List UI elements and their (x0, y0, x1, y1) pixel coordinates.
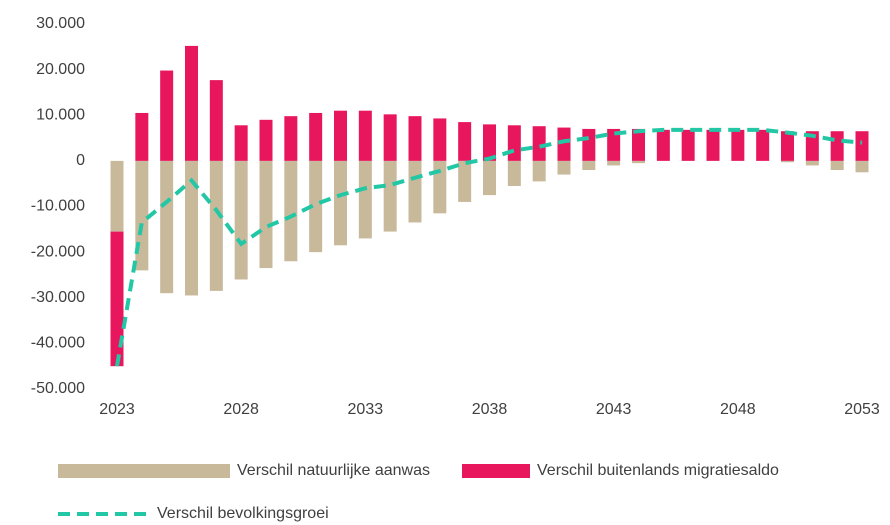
bar (607, 160, 621, 166)
bar (830, 160, 844, 170)
legend-swatch (58, 464, 230, 478)
bar (557, 127, 571, 161)
bar (483, 160, 496, 196)
y-tick-label: 30.000 (36, 15, 85, 32)
x-tick-label: 2033 (348, 401, 384, 418)
bar (383, 160, 397, 232)
y-tick-label: 0 (76, 152, 85, 169)
bar (408, 160, 422, 223)
bar (830, 131, 844, 161)
bar (532, 126, 546, 161)
bar (234, 125, 248, 161)
bar (284, 160, 298, 262)
bar (656, 129, 670, 161)
bar (855, 131, 869, 161)
bar (706, 129, 720, 161)
bar (135, 112, 149, 161)
bar (632, 128, 645, 161)
bar (234, 160, 248, 280)
bar (334, 110, 347, 161)
bar (160, 160, 174, 294)
bar (259, 160, 273, 269)
bar (334, 160, 347, 246)
legend-label: Verschil bevolkingsgroei (157, 505, 329, 522)
y-tick-label: -10.000 (31, 198, 85, 215)
bar (309, 160, 323, 253)
y-tick-label: -40.000 (31, 335, 85, 352)
x-tick-label: 2043 (596, 401, 632, 418)
bar (756, 129, 770, 161)
bar (458, 160, 472, 202)
bar (805, 131, 819, 161)
bar (607, 128, 621, 161)
bar (408, 116, 422, 161)
bar (185, 160, 198, 296)
bar (781, 160, 794, 163)
bar (557, 160, 571, 175)
x-tick-label: 2053 (844, 401, 880, 418)
bar (632, 160, 645, 164)
bar (458, 122, 472, 161)
bar (781, 131, 794, 161)
y-tick-label: -20.000 (31, 243, 85, 260)
legend-label: Verschil buitenlands migratiesaldo (537, 462, 779, 479)
bar (358, 160, 372, 239)
bar (433, 160, 447, 214)
bar (110, 160, 124, 232)
bar (358, 110, 372, 161)
bar (681, 129, 695, 161)
legend-label: Verschil natuurlijke aanwas (237, 462, 430, 479)
x-tick-label: 2028 (223, 401, 259, 418)
bar (532, 160, 546, 182)
bar (805, 160, 819, 166)
bar (731, 129, 745, 161)
bar (209, 80, 223, 161)
line (115, 127, 863, 367)
bar (582, 128, 596, 161)
bar (483, 124, 496, 161)
bar (259, 119, 273, 161)
y-tick-label: 10.000 (36, 106, 85, 123)
bar (383, 114, 397, 161)
bar (160, 70, 174, 161)
bar (309, 112, 323, 161)
bar (507, 125, 521, 161)
legend-swatch (462, 464, 530, 478)
bar (110, 231, 124, 367)
x-tick-label: 2038 (472, 401, 508, 418)
bar (209, 160, 223, 291)
x-tick-label: 2048 (720, 401, 756, 418)
y-tick-label: 20.000 (36, 61, 85, 78)
y-tick-label: -30.000 (31, 289, 85, 306)
bar (185, 45, 198, 161)
bar (507, 160, 521, 186)
bar (582, 160, 596, 170)
bar (855, 160, 869, 173)
bar (284, 116, 298, 161)
y-tick-label: -50.000 (31, 380, 85, 397)
x-tick-label: 2023 (99, 401, 135, 418)
bar (433, 118, 447, 161)
